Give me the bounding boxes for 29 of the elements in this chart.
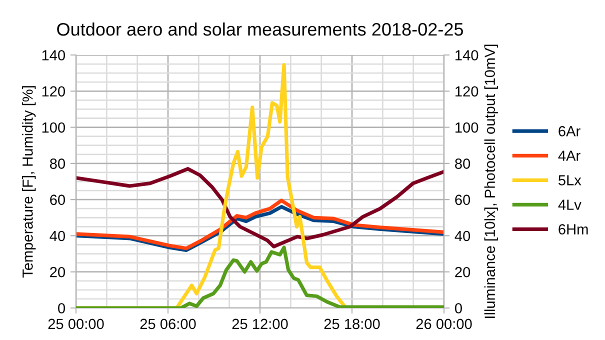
legend-label: 4Lv <box>558 200 582 210</box>
y2-axis-title: Illuminance [10lx], Photocell output [10mV] <box>484 44 498 318</box>
y2-tick-label: 80 <box>455 158 470 169</box>
y2-tick-label: 100 <box>456 122 478 133</box>
legend-label: 6Ar <box>558 126 580 136</box>
legend-label: 6Hm <box>558 224 588 234</box>
y-tick-label: 0 <box>58 303 66 314</box>
legend-label: 4Ar <box>558 150 580 161</box>
legend-label: 5Lx <box>558 175 582 186</box>
x-tick-label: 25 00:00 <box>48 318 104 330</box>
y2-tick-label: 20 <box>455 266 470 278</box>
y-axis-title: Temperature [F], Humidity [%] <box>22 86 36 278</box>
y-tick-label: 80 <box>50 158 66 169</box>
y2-tick-label: 40 <box>454 230 470 242</box>
x-tick-label: 26 00:00 <box>416 318 472 330</box>
y-tick-label: 140 <box>42 50 66 60</box>
y-tick-label: 40 <box>50 230 66 242</box>
x-tick-label: 25 12:00 <box>232 318 288 330</box>
y-tick-label: 100 <box>42 122 66 133</box>
y-tick-label: 120 <box>42 86 66 97</box>
x-tick-label: 25 06:00 <box>140 318 196 330</box>
y2-tick-label: 0 <box>454 303 462 314</box>
y-tick-label: 60 <box>50 194 66 205</box>
x-tick-label: 25 18:00 <box>324 318 380 330</box>
y2-tick-label: 60 <box>455 194 470 205</box>
chart-title: Outdoor aero and solar measurements 2018-02-25 <box>57 22 464 36</box>
y-tick-label: 20 <box>50 266 66 278</box>
y2-tick-label: 120 <box>456 86 478 97</box>
y2-tick-label: 140 <box>456 50 478 60</box>
